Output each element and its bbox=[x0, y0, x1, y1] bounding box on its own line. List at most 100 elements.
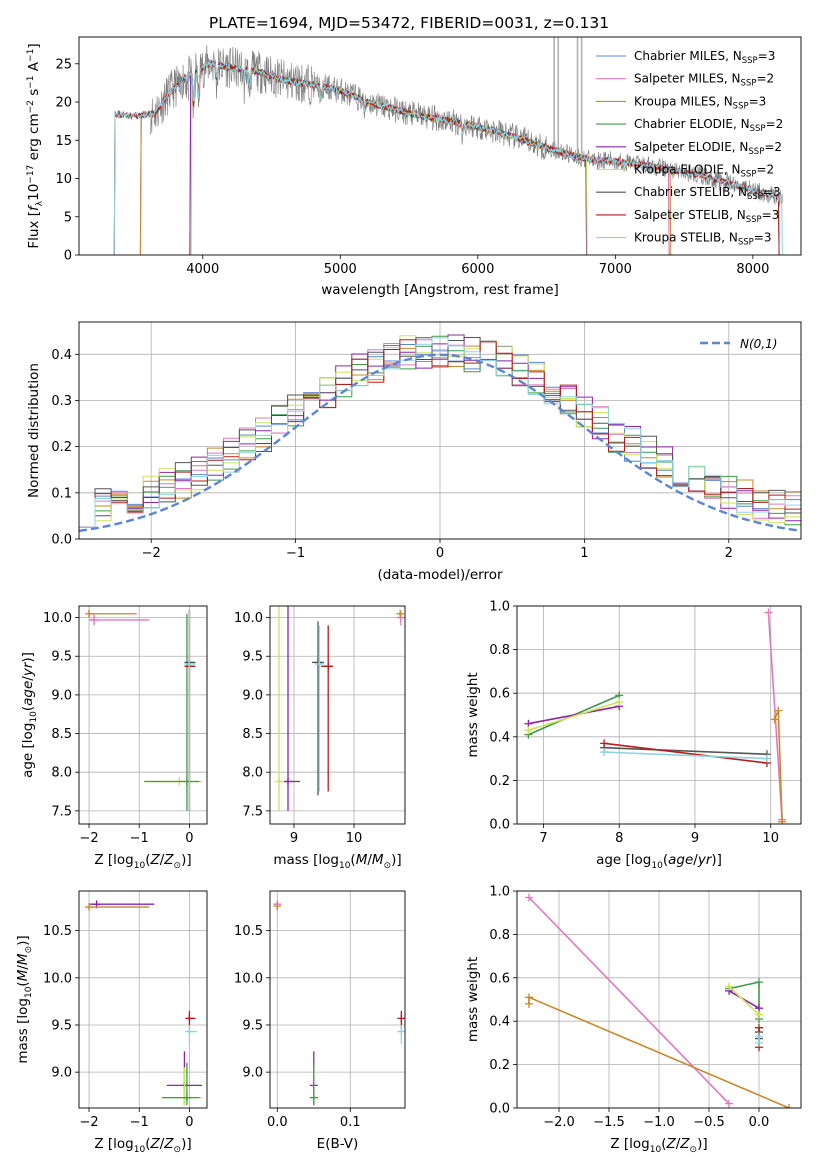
plot-area bbox=[275, 606, 405, 811]
ytick-label: 0.0 bbox=[489, 1102, 510, 1117]
data-point bbox=[85, 609, 94, 618]
data-point bbox=[309, 1093, 318, 1102]
xtick-label: 6000 bbox=[461, 262, 494, 277]
ytick-label: 20 bbox=[55, 96, 72, 111]
data-point bbox=[725, 1099, 733, 1108]
model-line bbox=[113, 60, 783, 255]
data-point bbox=[275, 777, 283, 786]
xtick-label: 9 bbox=[691, 831, 699, 846]
ytick-label: 8.0 bbox=[51, 766, 72, 781]
ytick-label: 0.2 bbox=[489, 1058, 510, 1073]
xtick-label: −1.0 bbox=[643, 1115, 675, 1130]
data-point bbox=[725, 982, 733, 991]
axes-frame bbox=[516, 890, 802, 1109]
axes-frame bbox=[269, 605, 406, 825]
ytick-label: 0.2 bbox=[489, 774, 510, 789]
ytick-label: 0.3 bbox=[51, 394, 72, 409]
ytick-label: 0.0 bbox=[489, 818, 510, 833]
x-axis-label: Z [log10(Z/Z⊙)] bbox=[94, 1136, 191, 1155]
weight-line bbox=[528, 896, 730, 1105]
data-point bbox=[185, 659, 194, 668]
model-line bbox=[139, 60, 670, 255]
histogram-step bbox=[79, 337, 801, 539]
xtick-label: −1 bbox=[130, 831, 149, 846]
weight-line bbox=[728, 985, 760, 1016]
panel-weight_vs_age: 7 8 9 10 0.0 0.2 0.4 0.6 0.8 1.0 age [log10(age/yr… bbox=[465, 600, 802, 871]
ytick-label: 0.2 bbox=[51, 440, 72, 455]
xtick-label: 10 bbox=[762, 831, 779, 846]
ytick-label: 8.5 bbox=[51, 727, 72, 742]
ytick-label: 8.0 bbox=[242, 766, 263, 781]
xtick-label: −0.5 bbox=[693, 1115, 725, 1130]
data-point bbox=[182, 1093, 191, 1102]
axes-frame bbox=[78, 321, 802, 540]
ytick-label: 7.5 bbox=[242, 804, 263, 819]
data-point bbox=[524, 726, 533, 735]
data-point bbox=[755, 978, 763, 987]
data-point bbox=[284, 777, 292, 786]
axes-frame bbox=[78, 605, 208, 825]
data-point bbox=[324, 662, 333, 671]
plot-area bbox=[524, 608, 787, 824]
ytick-label: 5 bbox=[64, 210, 72, 225]
data-point bbox=[755, 1038, 763, 1047]
model-line bbox=[113, 60, 780, 255]
weight-line bbox=[604, 742, 767, 764]
plot-area bbox=[525, 893, 793, 1108]
legend: Chabrier MILES, NSSP=3 Salpeter MILES, NS… bbox=[596, 49, 783, 248]
xtick-label: 10 bbox=[346, 831, 363, 846]
xtick-label: 0 bbox=[185, 831, 193, 846]
ytick-label: 10.0 bbox=[43, 611, 72, 626]
figure-title: PLATE=1694, MJD=53472, FIBERID=0031, z=0… bbox=[209, 14, 609, 32]
ytick-label: 9.5 bbox=[51, 650, 72, 665]
ytick-label: 10 bbox=[55, 172, 72, 187]
legend-entry: Kroupa MILES, NSSP=3 bbox=[634, 94, 766, 111]
legend-entry: Chabrier MILES, NSSP=3 bbox=[634, 49, 775, 66]
legend-entry: Salpeter STELIB, NSSP=3 bbox=[634, 208, 779, 225]
legend-entry: N(0,1) bbox=[740, 337, 777, 351]
data-point bbox=[600, 748, 609, 757]
weight-line bbox=[528, 701, 620, 732]
ytick-label: 9.5 bbox=[51, 1018, 72, 1033]
xtick-label: 2 bbox=[725, 546, 733, 561]
xtick-label: 8 bbox=[615, 831, 623, 846]
axes-frame bbox=[78, 36, 802, 256]
ytick-label: 9.0 bbox=[51, 688, 72, 703]
xtick-label: −1 bbox=[130, 1115, 149, 1130]
data-point bbox=[525, 893, 533, 902]
xtick-label: −1.5 bbox=[593, 1115, 625, 1130]
y-axis-label: mass weight bbox=[465, 957, 481, 1042]
plot-area bbox=[79, 334, 801, 539]
ytick-label: 0.8 bbox=[489, 928, 510, 943]
data-point bbox=[615, 697, 624, 706]
legend-entry: Kroupa ELODIE, NSSP=2 bbox=[634, 163, 774, 180]
panel-age_vs_mass: 9 10 7.5 8.0 8.5 9.0 9.5 10.0 mass [log10(M/M⊙)] bbox=[234, 605, 406, 871]
panel-age_vs_Z: −2 −1 0 7.5 8.0 8.5 9.0 9.5 10.0 Z [log10(Z/Z⊙)] a… bbox=[20, 605, 208, 871]
ytick-label: 0.6 bbox=[489, 687, 510, 702]
xtick-label: −2.0 bbox=[543, 1115, 575, 1130]
y-axis-label: mass [log10(M/M⊙)] bbox=[15, 935, 34, 1063]
legend-entry: Chabrier STELIB, NSSP=3 bbox=[634, 185, 781, 202]
ytick-label: 0.1 bbox=[51, 486, 72, 501]
legend-entry: Kroupa STELIB, NSSP=3 bbox=[634, 231, 772, 248]
data-point bbox=[397, 1014, 405, 1023]
data-point bbox=[525, 993, 533, 1002]
xtick-label: 7000 bbox=[599, 262, 632, 277]
plot-area bbox=[85, 609, 202, 811]
data-point bbox=[273, 902, 282, 911]
data-point bbox=[600, 739, 609, 748]
ytick-label: 15 bbox=[55, 134, 72, 149]
y-axis-label: Normed distribution bbox=[26, 363, 42, 498]
axes-frame bbox=[516, 605, 802, 825]
model-line bbox=[189, 60, 588, 255]
x-axis-label: Z [log10(Z/Z⊙)] bbox=[94, 852, 191, 871]
weight-line bbox=[528, 705, 620, 725]
data-point bbox=[185, 1027, 194, 1036]
plot-area bbox=[85, 900, 202, 1106]
xtick-label: 7 bbox=[539, 831, 547, 846]
xtick-label: 5000 bbox=[324, 262, 357, 277]
xtick-label: 0 bbox=[436, 546, 444, 561]
ytick-label: 0.4 bbox=[51, 348, 72, 363]
ytick-label: 9.0 bbox=[51, 1066, 72, 1081]
plot-area bbox=[113, 37, 784, 255]
